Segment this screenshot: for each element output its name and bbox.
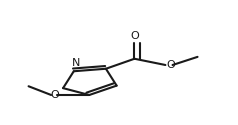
Text: O: O bbox=[130, 31, 139, 41]
Text: N: N bbox=[71, 58, 80, 68]
Text: O: O bbox=[50, 90, 59, 100]
Text: O: O bbox=[167, 60, 175, 70]
